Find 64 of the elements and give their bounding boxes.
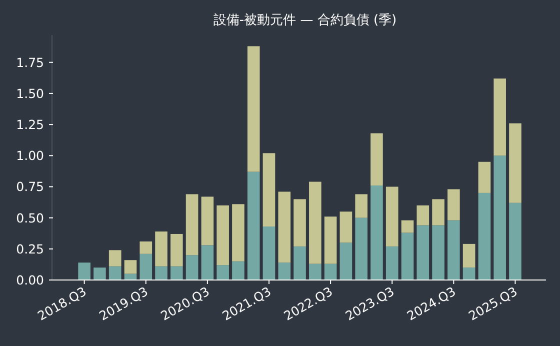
bar <box>448 189 460 220</box>
bar <box>155 231 168 266</box>
bar <box>216 265 229 280</box>
bar <box>309 182 322 264</box>
bar <box>294 246 306 280</box>
bar <box>232 261 244 280</box>
bar <box>478 192 491 280</box>
bar <box>478 162 491 193</box>
bar <box>247 46 260 172</box>
bar <box>278 192 291 263</box>
bar <box>370 133 383 186</box>
bar <box>509 123 522 203</box>
bar <box>124 260 137 274</box>
bar <box>462 244 476 268</box>
bar <box>262 153 276 227</box>
bar <box>509 202 522 280</box>
y-tick-label: 1.50 <box>16 86 44 101</box>
y-tick-label: 1.75 <box>16 54 44 70</box>
bar <box>432 199 444 226</box>
bar <box>448 220 460 280</box>
bar <box>324 264 337 280</box>
bar <box>494 78 506 156</box>
bar <box>108 266 122 280</box>
bar <box>324 216 337 264</box>
bar <box>386 186 398 246</box>
bar <box>170 234 183 266</box>
bar <box>140 254 152 280</box>
bar <box>386 246 398 280</box>
bar <box>155 266 168 280</box>
bar <box>401 220 414 233</box>
bar <box>201 196 214 246</box>
bar <box>309 264 322 280</box>
bar <box>201 245 214 280</box>
bar <box>401 232 414 280</box>
bar <box>216 205 229 266</box>
bar <box>186 255 198 280</box>
bar <box>247 172 260 280</box>
bar <box>232 204 244 262</box>
y-tick-label: 0.75 <box>16 179 44 194</box>
bar <box>294 199 306 246</box>
bar <box>355 194 368 218</box>
bar <box>462 268 476 280</box>
bar <box>170 266 183 280</box>
bar <box>340 212 352 243</box>
bar <box>262 226 276 280</box>
bar <box>278 262 291 280</box>
bar <box>108 250 122 266</box>
bar <box>416 225 430 280</box>
bar <box>340 242 352 280</box>
bar <box>78 262 90 280</box>
bar <box>186 194 198 256</box>
bar <box>416 205 430 226</box>
y-tick-label: 1.00 <box>16 148 44 164</box>
bar <box>370 185 383 280</box>
y-tick-label: 1.25 <box>16 117 44 132</box>
chart-title: 設備-被動元件 — 合約負債 (季) <box>213 13 397 28</box>
bar <box>494 156 506 280</box>
bar <box>432 225 444 280</box>
bar <box>355 218 368 280</box>
y-tick-label: 0.00 <box>16 272 44 288</box>
bar <box>140 241 152 254</box>
y-tick-label: 0.25 <box>16 241 44 256</box>
y-tick-label: 0.50 <box>16 210 44 226</box>
bar <box>94 268 106 280</box>
